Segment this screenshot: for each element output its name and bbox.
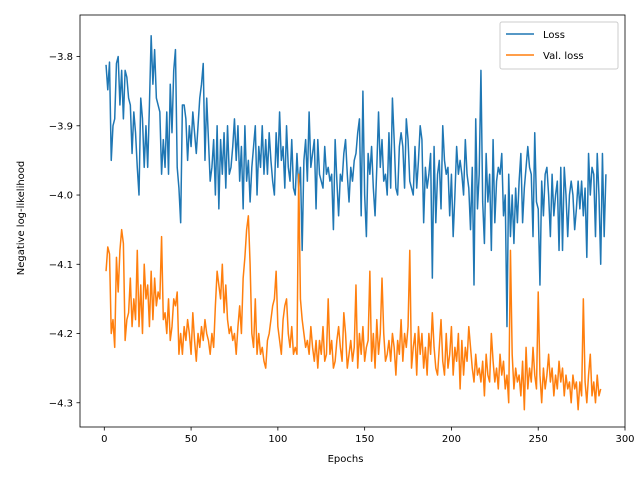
series-line-val-loss — [105, 173, 602, 411]
y-tick-label: −4.0 — [49, 191, 73, 202]
x-tick-label: 50 — [185, 434, 198, 445]
x-tick-label: 300 — [615, 434, 634, 445]
x-tick-label: 100 — [268, 434, 287, 445]
y-tick-label: −3.8 — [49, 52, 73, 63]
x-axis-ticks: 0 50 100 150 200 250 300 — [101, 427, 635, 445]
x-tick-label: 250 — [529, 434, 548, 445]
x-tick-label: 0 — [101, 434, 107, 445]
legend-label-val-loss: Val. loss — [543, 51, 584, 62]
x-axis-label: Epochs — [328, 454, 364, 465]
y-tick-label: −4.3 — [49, 398, 73, 409]
x-tick-label: 150 — [355, 434, 374, 445]
y-tick-label: −3.9 — [49, 121, 73, 132]
y-tick-label: −4.1 — [49, 260, 73, 271]
y-axis-ticks: −3.8 −3.9 −4.0 −4.1 −4.2 −4.3 — [49, 52, 80, 409]
y-tick-label: −4.2 — [49, 329, 73, 340]
y-axis-label: Negative log-likelihood — [16, 161, 27, 276]
plot-area — [105, 35, 607, 411]
x-tick-label: 200 — [442, 434, 461, 445]
legend-label-loss: Loss — [543, 30, 565, 41]
legend: Loss Val. loss — [499, 21, 619, 70]
series-line-loss — [105, 35, 607, 328]
axes-frame — [79, 14, 626, 428]
